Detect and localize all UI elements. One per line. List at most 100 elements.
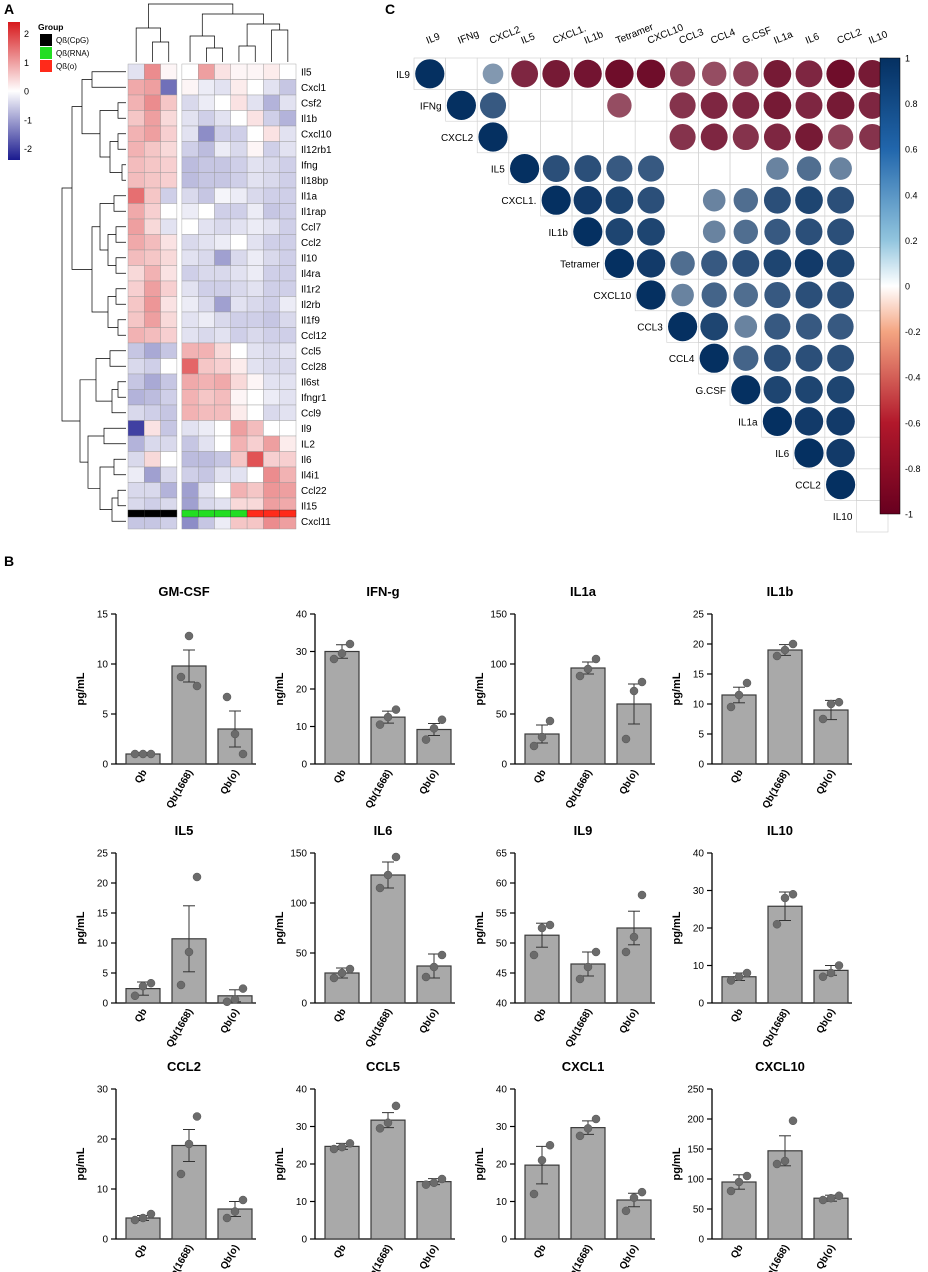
bar-chart-title: IL5 (175, 823, 194, 838)
corr-circle (573, 59, 602, 88)
y-tick-label: 0 (698, 999, 704, 1010)
corr-column-label: CCL2 (836, 27, 864, 47)
corr-column-label: CXCL1. (551, 23, 588, 46)
heatmap-cell (214, 203, 231, 220)
dendrogram-branch (115, 257, 126, 274)
heatmap-colorbar (8, 22, 20, 160)
heatmap-cell (230, 110, 248, 127)
y-axis-label: pg/mL (474, 672, 486, 705)
data-point (429, 724, 439, 733)
heatmap-cell (214, 156, 231, 173)
corr-circle (764, 313, 791, 340)
corr-circle (795, 60, 823, 88)
data-point (238, 1195, 248, 1205)
corr-circle (446, 90, 476, 120)
y-tick-label: 65 (496, 849, 508, 860)
heatmap-cell (230, 482, 248, 499)
data-point (726, 702, 736, 712)
corr-circle (763, 375, 792, 404)
data-point (429, 962, 439, 972)
heatmap-cell (246, 420, 264, 437)
gene-label: Il12rb1 (301, 145, 332, 156)
corr-circle (826, 407, 855, 436)
heatmap-cell (214, 94, 231, 111)
category-label: Qb(1668) (564, 768, 595, 811)
heatmap-cell (279, 404, 297, 421)
data-point (184, 631, 194, 641)
data-point (184, 1139, 194, 1149)
heatmap-cell (144, 203, 161, 220)
heatmap-cell (127, 156, 145, 173)
y-tick-label: 5 (102, 710, 108, 721)
heatmap-cell (279, 342, 297, 359)
heatmap-cell (160, 358, 178, 375)
corr-circle (733, 187, 759, 213)
corr-colorbar-tick-label: 0.4 (905, 190, 918, 200)
heatmap-cell (230, 389, 248, 406)
y-tick-label: 10 (496, 1197, 508, 1208)
heatmap-cell (279, 466, 297, 483)
heatmap-cell (127, 373, 145, 390)
category-label: Qb(1668) (165, 1243, 196, 1272)
heatmap-cell (279, 327, 297, 344)
y-axis-label: pg/mL (474, 911, 486, 944)
corr-circle (669, 123, 696, 151)
heatmap-cell (230, 435, 248, 452)
data-point (629, 686, 639, 696)
heatmap-cell (246, 280, 264, 297)
dendrogram-branch (117, 489, 126, 507)
corr-circle (669, 61, 696, 87)
group-annotation-cell (127, 509, 145, 518)
heatmap-cell (246, 342, 264, 359)
corr-row-label: IL1b (549, 228, 569, 239)
bar-chart-ccl2: CCL2 0 10 20 30 pg/mL Qb Qb(1668) Qb(o) (75, 1059, 256, 1272)
data-point (329, 1144, 339, 1154)
dendrogram-branch (95, 358, 112, 402)
heatmap-cell (246, 218, 264, 235)
heatmap-cell (197, 373, 215, 390)
heatmap-cell (181, 342, 199, 359)
corr-circle (794, 407, 824, 436)
heatmap-cell (246, 311, 264, 328)
colorbar-tick-label: -2 (24, 144, 32, 154)
data-point (176, 1169, 186, 1179)
bar-chart-gm-csf: GM-CSF 0 5 10 15 pg/mL Qb Qb(1668) Qb(o) (75, 584, 256, 811)
corr-circle (763, 59, 792, 88)
corr-circle (701, 61, 727, 87)
gene-label: Il1rap (301, 207, 326, 218)
heatmap-cell (197, 435, 215, 452)
category-label: Qb (133, 1243, 149, 1261)
category-label: Qb (729, 1243, 745, 1261)
heatmap-cell (181, 110, 199, 127)
heatmap-cell (197, 249, 215, 266)
heatmap-cell (214, 342, 231, 359)
data-point (176, 672, 186, 682)
y-axis-label: pg/mL (671, 672, 683, 705)
data-point (421, 735, 431, 744)
heatmap-cell (230, 172, 248, 189)
corr-colorbar-tick-label: -1 (905, 510, 913, 520)
heatmap-cell (144, 420, 161, 437)
heatmap-cell (160, 435, 178, 452)
heatmap-cell (144, 94, 161, 111)
data-point (138, 749, 148, 759)
corr-circle (541, 185, 571, 215)
heatmap-cell (279, 280, 297, 297)
colorbar-tick-label: -1 (24, 115, 32, 125)
heatmap-cell (127, 94, 145, 111)
heatmap-cell (263, 342, 280, 359)
corr-cell (698, 152, 731, 185)
y-tick-label: 30 (296, 1122, 308, 1133)
data-point (529, 741, 539, 751)
heatmap-cell (127, 451, 145, 468)
dendrogram-branch (111, 497, 126, 522)
heatmap-cell (279, 311, 297, 328)
corr-row-label: CXCL10 (593, 291, 631, 302)
data-point (637, 677, 647, 687)
data-point (818, 1195, 828, 1205)
group-annotation-cell (181, 509, 199, 518)
corr-colorbar-tick-label: 0.8 (905, 99, 918, 109)
heatmap-cell (197, 389, 215, 406)
corr-column-label: CCL4 (709, 27, 737, 47)
category-label: Qb (729, 768, 745, 786)
